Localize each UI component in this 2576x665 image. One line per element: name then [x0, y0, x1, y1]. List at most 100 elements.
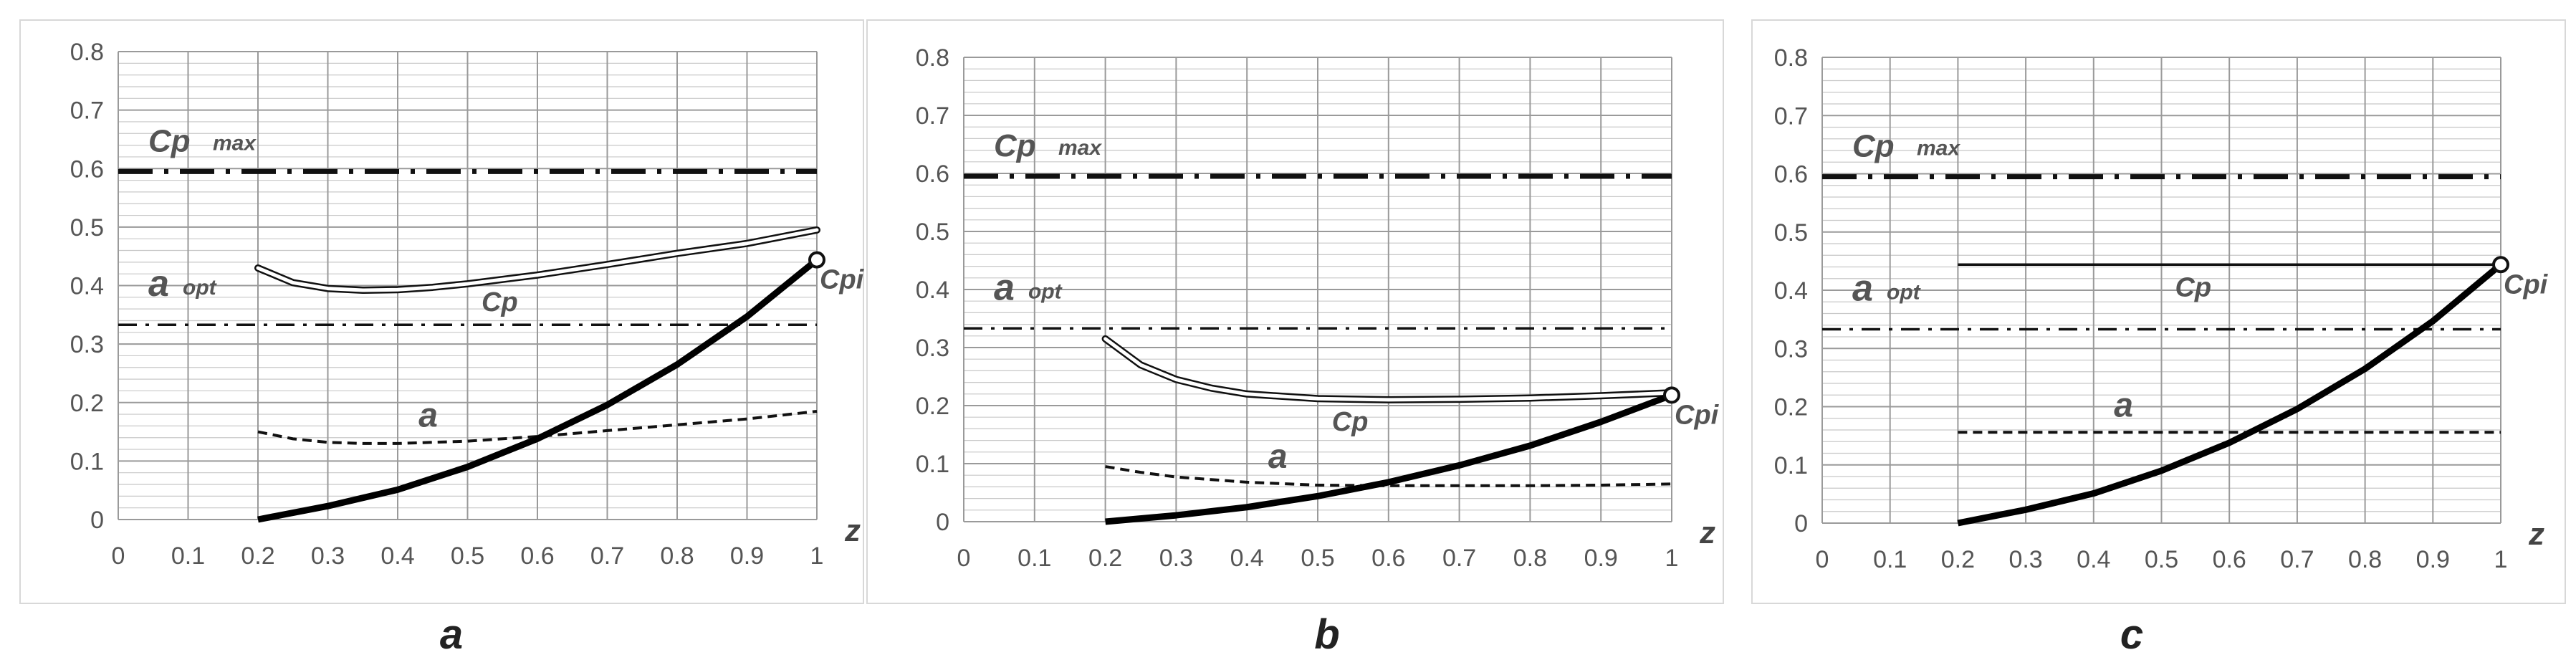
y-tick-label: 0.2 [70, 390, 104, 417]
annotation-a-opt-sub: opt [1028, 279, 1063, 303]
x-tick-label: 1 [2494, 546, 2508, 573]
y-tick-label: 0 [90, 507, 104, 534]
x-tick-label: 0.4 [1230, 545, 1264, 572]
grid [963, 57, 1672, 522]
series-lines [118, 168, 825, 523]
panel-frame [1751, 19, 2566, 604]
x-tick-label: 0.7 [2280, 546, 2314, 573]
x-axis-label: z [1699, 515, 1715, 550]
series-line-a [257, 410, 818, 445]
annotation-cp-max-sub: max [213, 131, 257, 155]
x-tick-label: 0.1 [1873, 546, 1907, 573]
series-lines [1822, 174, 2509, 527]
x-axis-label: z [844, 513, 861, 548]
annotation-cp-max-main: Cp [994, 128, 1036, 163]
x-tick-label: 0.9 [2416, 546, 2450, 573]
x-tick-label: 0.6 [1371, 545, 1405, 572]
panel-frame [19, 19, 864, 604]
annotation-a-opt-main: a [1852, 267, 1873, 309]
y-tick-label: 0.5 [1774, 219, 1808, 247]
series-line-cp [1101, 335, 1675, 403]
chart-panel-c: 0 0.1 0.2 0.3 0.4 0.5 0.6 0.7 0.8 0 0.1 0.2 0.3 0.4 0.… [1751, 19, 2566, 658]
annotation-cp-max-sub: max [1917, 137, 1960, 161]
chart-panel-b: 0 0.1 0.2 0.3 0.4 0.5 0.6 0.7 0.8 0 0.1 0.2 0.3 0.4 0.… [866, 19, 1724, 658]
y-tick-label: 0.1 [916, 451, 949, 478]
x-tick-label: 0.6 [2213, 546, 2246, 573]
y-tick-label: 0.2 [916, 393, 949, 420]
cpi-end-marker [1663, 386, 1680, 404]
series-line-inner [1103, 337, 1674, 402]
annotation-cpi: Cpi [820, 265, 865, 295]
x-tick-label: 0.3 [311, 542, 345, 570]
y-tick-label: 0.4 [1774, 277, 1808, 305]
x-tick-label: 0.3 [2008, 546, 2042, 573]
series-line-a [1105, 465, 1672, 487]
x-tick-label: 0 [957, 545, 971, 572]
y-tick-label: 0.8 [70, 39, 104, 66]
annotation-cp-max-main: Cp [1852, 129, 1895, 164]
annotation-cp: Cp [1332, 407, 1369, 437]
panel-label: c [2120, 611, 2143, 658]
y-tick-label: 0.5 [70, 214, 104, 241]
x-tick-label: 1 [1665, 545, 1679, 572]
series-line-cpi [1105, 392, 1673, 525]
y-tick-label: 0 [1794, 510, 1808, 537]
annotation-cp-max-sub: max [1058, 136, 1102, 160]
y-tick-label: 0.6 [70, 156, 104, 183]
y-tick-label: 0.1 [1774, 452, 1808, 479]
x-tick-label: 0.8 [1513, 545, 1547, 572]
x-tick-label: 0.3 [1159, 545, 1193, 572]
annotation-a: a [418, 396, 438, 434]
y-tick-label: 0.7 [1774, 102, 1808, 130]
panel-label: b [1314, 611, 1339, 658]
y-tick-label: 0.4 [70, 273, 104, 300]
x-tick-label: 0.9 [730, 542, 764, 570]
y-tick-label: 0.6 [1774, 161, 1808, 188]
annotation-cp-max-main: Cp [148, 123, 191, 158]
x-tick-label: 0.2 [241, 542, 274, 570]
x-tick-label: 0.5 [451, 542, 484, 570]
y-tick-label: 0.7 [70, 97, 104, 125]
x-tick-label: 0.8 [2348, 546, 2382, 573]
y-tick-label: 0.7 [916, 102, 949, 130]
chart-panel-a: 0 0.1 0.2 0.3 0.4 0.5 0.6 0.7 0.8 0 0.1 0.2 0.3 0.4 0.… [19, 19, 865, 658]
y-tick-label: 0.8 [1774, 44, 1808, 72]
x-tick-label: 0.7 [1442, 545, 1476, 572]
cpi-end-marker [808, 251, 825, 269]
panel-label: a [440, 611, 463, 658]
y-tick-label: 0.2 [1774, 394, 1808, 421]
y-tick-label: 0.5 [916, 219, 949, 246]
annotation-a: a [1268, 438, 1288, 476]
panel-frame [866, 19, 1724, 604]
x-tick-label: 0.5 [1301, 545, 1334, 572]
x-axis-label: z [2528, 517, 2544, 552]
y-tick-label: 0 [936, 509, 949, 536]
grid [1821, 57, 2501, 524]
annotation-cpi: Cpi [2504, 269, 2549, 300]
x-tick-label: 0.1 [171, 542, 205, 570]
x-tick-label: 0.7 [590, 542, 624, 570]
annotation-a-opt-main: a [994, 267, 1015, 308]
x-tick-label: 0.5 [2145, 546, 2178, 573]
annotation-cp: Cp [482, 287, 518, 317]
series-lines [964, 173, 1680, 525]
series-line-cp [254, 226, 820, 295]
x-tick-label: 0.4 [2077, 546, 2110, 573]
annotation-cpi: Cpi [1675, 400, 1720, 430]
y-tick-label: 0.8 [916, 44, 949, 72]
x-tick-label: 0.4 [380, 542, 414, 570]
x-tick-label: 1 [810, 542, 824, 570]
x-tick-label: 0.9 [1584, 545, 1618, 572]
series-line-cpi [1957, 262, 2503, 527]
x-tick-label: 0.1 [1018, 545, 1051, 572]
x-tick-label: 0 [112, 542, 125, 570]
x-tick-label: 0 [1816, 546, 1829, 573]
series-line-cpi [257, 257, 819, 523]
series-line-inner [256, 228, 819, 292]
y-tick-label: 0.1 [70, 448, 104, 475]
y-tick-label: 0.4 [916, 277, 949, 304]
y-tick-label: 0.3 [70, 331, 104, 358]
x-tick-label: 0.6 [520, 542, 554, 570]
y-tick-label: 0.3 [1774, 335, 1808, 363]
